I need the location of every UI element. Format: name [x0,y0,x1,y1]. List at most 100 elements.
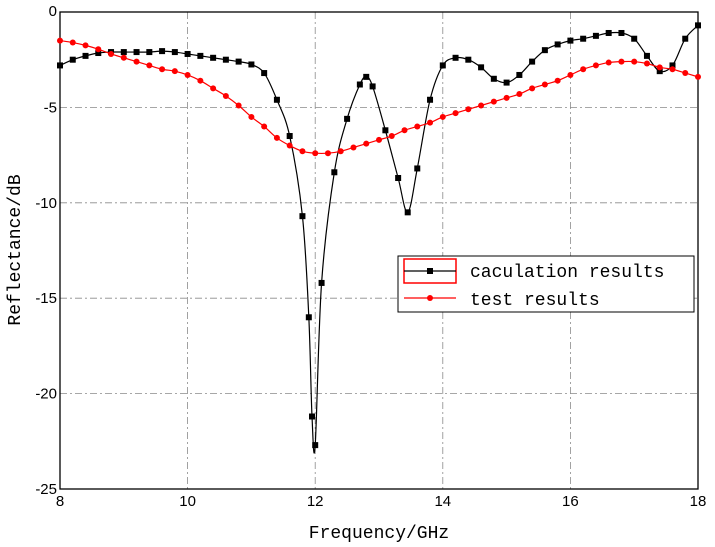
legend-label-caculation: caculation results [470,263,664,283]
series-line-test [59,40,699,155]
data-point-test [643,60,650,67]
data-point-caculation [465,56,472,63]
data-point-test [631,58,638,65]
data-point-caculation [395,174,402,181]
data-point-caculation [382,127,389,134]
data-point-test [592,62,599,69]
y-tick-label: -15 [35,290,57,307]
data-point-caculation [133,49,140,56]
data-point-caculation [305,314,312,321]
data-point-test [146,62,153,69]
data-point-caculation [404,209,411,216]
data-point-test [401,127,408,134]
data-point-test [439,113,446,120]
series-line-caculation [59,24,699,454]
data-point-caculation [567,37,574,44]
x-tick-label: 10 [179,493,196,510]
data-point-caculation [541,47,548,54]
data-point-test [312,150,319,157]
data-point-test [337,148,344,155]
data-point-caculation [261,70,268,77]
legend-box [397,255,695,313]
data-point-test [452,110,459,117]
data-point-test [350,144,357,151]
data-point-caculation [146,49,153,56]
data-point-caculation [318,279,325,286]
data-point-test [299,148,306,155]
data-point-caculation [439,62,446,69]
data-point-test [120,54,127,61]
data-point-caculation [312,442,319,449]
data-point-test [414,123,421,130]
legend-marker-test [427,295,433,301]
data-point-caculation [82,52,89,59]
data-point-caculation [184,50,191,57]
data-point-test [210,85,217,92]
data-point-test [503,94,510,101]
x-axis-label: Frequency/GHz [309,524,449,544]
data-point-caculation [656,68,663,75]
data-point-caculation [695,22,701,29]
y-tick-label: -5 [44,99,57,116]
data-point-caculation [248,61,255,68]
data-point-test [95,46,102,53]
data-point-test [580,66,587,73]
data-point-test [529,85,536,92]
plot-frame [59,11,699,490]
data-point-caculation [427,96,434,103]
data-point-caculation [363,73,370,80]
data-point-caculation [197,52,204,59]
y-tick-label: 0 [49,3,57,20]
data-point-test [427,119,434,126]
legend-marker-caculation [427,268,433,274]
data-point-test [82,42,89,49]
data-point-caculation [171,49,178,56]
x-tick-label: 16 [562,493,579,510]
data-point-test [261,123,268,130]
series-layer [57,22,701,454]
data-point-test [516,91,523,98]
data-point-test [273,134,280,141]
tick-labels: 8 10 12 14 16 18 0 -5 -10 -15 -20 -25 [35,3,706,510]
data-point-test [159,66,166,73]
data-point-caculation [273,96,280,103]
data-point-caculation [669,62,676,69]
data-point-caculation [331,169,338,176]
data-point-caculation [235,58,242,65]
legend: caculation results test results [397,255,695,313]
data-point-caculation [516,71,523,78]
grid-lines [60,12,698,489]
data-point-test [248,113,255,120]
data-point-test [197,77,204,84]
data-point-test [669,66,676,73]
data-point-test [541,81,548,88]
data-point-test [618,58,625,65]
data-point-caculation [120,49,127,56]
data-point-test [478,102,485,109]
data-point-test [554,77,561,84]
data-point-caculation [356,81,363,88]
data-point-test [388,133,395,140]
data-point-caculation [452,54,459,61]
data-point-caculation [414,165,421,172]
data-point-caculation [159,48,166,55]
data-point-caculation [631,35,638,42]
x-tick-label: 12 [307,493,324,510]
data-point-test [605,59,612,66]
data-point-test [567,71,574,78]
data-point-test [465,106,472,113]
data-point-test [695,73,701,80]
data-point-test [324,150,331,157]
x-tick-label: 8 [56,493,64,510]
y-tick-label: -25 [35,481,57,498]
y-tick-label: -10 [35,195,57,212]
data-point-test [363,140,370,147]
data-point-caculation [605,29,612,36]
data-point-test [286,142,293,149]
data-point-test [682,70,689,77]
data-point-test [235,102,242,109]
data-point-caculation [57,62,63,69]
data-point-test [171,68,178,75]
data-point-test [57,37,63,44]
data-point-test [656,64,663,71]
